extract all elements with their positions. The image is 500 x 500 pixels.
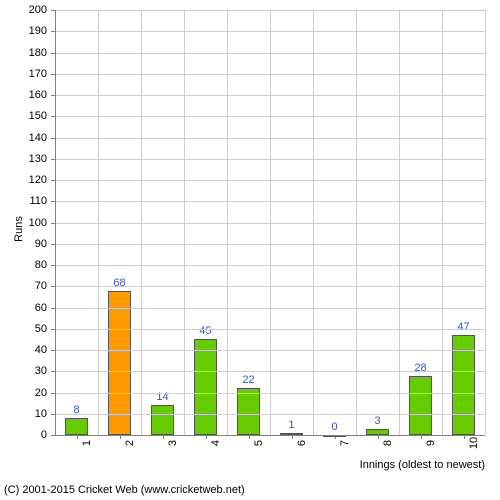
xtick-label: 5 <box>253 440 265 446</box>
x-axis-label: Innings (oldest to newest) <box>360 459 485 471</box>
xtick-label: 3 <box>167 440 179 446</box>
ytick-label: 130 <box>0 153 47 165</box>
bar-value-label: 0 <box>331 421 337 433</box>
ytick-label: 40 <box>0 344 47 356</box>
copyright-footer: (C) 2001-2015 Cricket Web (www.cricketwe… <box>4 484 245 496</box>
ytick-label: 80 <box>0 259 47 271</box>
bar-value-label: 1 <box>288 419 294 431</box>
ytick-label: 60 <box>0 302 47 314</box>
bar-value-label: 45 <box>199 325 211 337</box>
bar-value-label: 47 <box>457 321 469 333</box>
gridline-vertical <box>442 10 443 435</box>
ytick-label: 110 <box>0 195 47 207</box>
bar-value-label: 22 <box>242 374 254 386</box>
gridline-vertical <box>227 10 228 435</box>
gridline-vertical <box>184 10 185 435</box>
xtick-label: 10 <box>468 437 480 449</box>
bar <box>409 376 433 436</box>
ytick-label: 150 <box>0 110 47 122</box>
xtick-label: 1 <box>81 440 93 446</box>
ytick-label: 50 <box>0 323 47 335</box>
ytick-label: 200 <box>0 4 47 16</box>
ytick-label: 120 <box>0 174 47 186</box>
y-axis-line <box>55 10 56 435</box>
ytick-label: 170 <box>0 68 47 80</box>
xtick-label: 4 <box>210 440 222 446</box>
bar <box>65 418 89 435</box>
gridline-vertical <box>270 10 271 435</box>
gridline-vertical <box>98 10 99 435</box>
bar <box>151 405 175 435</box>
xtick-label: 2 <box>124 440 136 446</box>
xtick-label: 8 <box>382 440 394 446</box>
gridline-vertical <box>313 10 314 435</box>
bar <box>194 339 218 435</box>
ytick-label: 70 <box>0 280 47 292</box>
ytick-label: 20 <box>0 387 47 399</box>
gridline-vertical <box>141 10 142 435</box>
ytick-label: 180 <box>0 47 47 59</box>
ytick-label: 10 <box>0 408 47 420</box>
ytick-label: 0 <box>0 429 47 441</box>
x-axis-line <box>55 435 485 436</box>
chart-container: 0102030405060708090100110120130140150160… <box>0 0 500 500</box>
xtick-label: 7 <box>339 440 351 446</box>
ytick-label: 190 <box>0 25 47 37</box>
ytick-label: 30 <box>0 365 47 377</box>
y-axis-label: Runs <box>13 216 25 242</box>
bar <box>237 388 261 435</box>
gridline-vertical <box>485 10 486 435</box>
ytick-label: 160 <box>0 89 47 101</box>
bar-value-label: 3 <box>374 415 380 427</box>
gridline-vertical <box>399 10 400 435</box>
gridline-vertical <box>356 10 357 435</box>
xtick-label: 9 <box>425 440 437 446</box>
xtick-label: 6 <box>296 440 308 446</box>
ytick-label: 140 <box>0 132 47 144</box>
